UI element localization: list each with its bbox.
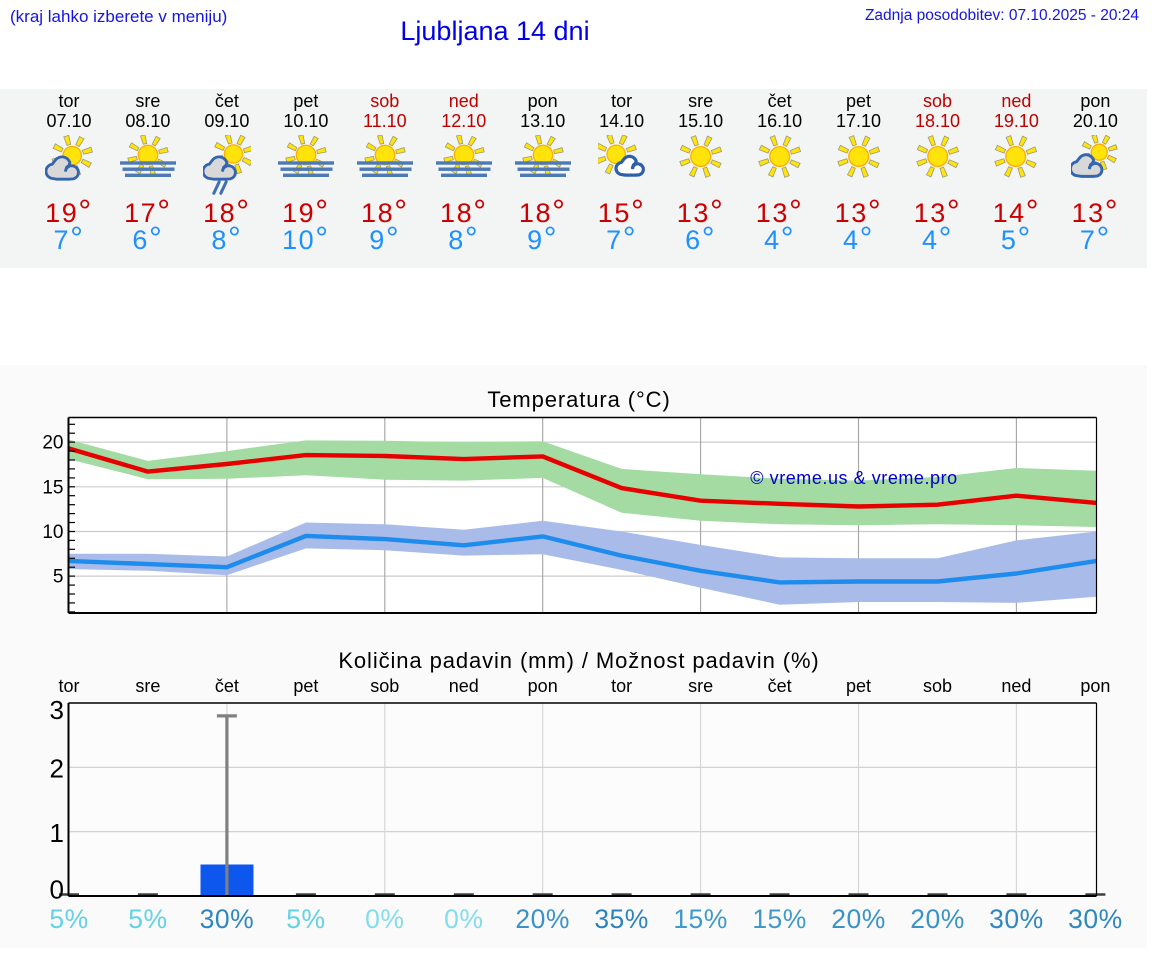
svg-text:pon: pon [528, 676, 558, 696]
svg-text:10: 10 [42, 522, 63, 543]
svg-text:3: 3 [50, 695, 64, 725]
svg-text:2: 2 [50, 753, 64, 783]
svg-text:sob: sob [923, 676, 952, 696]
svg-text:5%: 5% [128, 904, 167, 934]
svg-text:čet: čet [768, 676, 792, 696]
svg-text:ned: ned [449, 676, 479, 696]
svg-text:Temperatura (°C): Temperatura (°C) [487, 387, 670, 412]
svg-text:Količina padavin (mm) / Možnos: Količina padavin (mm) / Možnost padavin … [338, 648, 819, 673]
svg-text:sob: sob [370, 676, 399, 696]
svg-text:čet: čet [215, 676, 239, 696]
svg-text:15: 15 [42, 477, 63, 498]
svg-text:15%: 15% [752, 904, 807, 934]
svg-text:0: 0 [50, 874, 64, 904]
svg-text:30%: 30% [1068, 904, 1123, 934]
svg-text:pet: pet [293, 676, 318, 696]
svg-text:15%: 15% [673, 904, 728, 934]
svg-text:pet: pet [846, 676, 871, 696]
svg-text:0%: 0% [444, 904, 483, 934]
svg-text:© vreme.us & vreme.pro: © vreme.us & vreme.pro [750, 468, 957, 488]
svg-text:5%: 5% [49, 904, 88, 934]
svg-text:pon: pon [1080, 676, 1110, 696]
svg-text:0%: 0% [365, 904, 404, 934]
svg-text:20%: 20% [831, 904, 886, 934]
svg-text:ned: ned [1001, 676, 1031, 696]
svg-text:tor: tor [611, 676, 632, 696]
svg-text:20%: 20% [910, 904, 965, 934]
svg-text:20: 20 [42, 433, 63, 454]
svg-text:sre: sre [135, 676, 160, 696]
svg-text:30%: 30% [989, 904, 1044, 934]
svg-text:5: 5 [53, 567, 64, 588]
svg-text:5%: 5% [286, 904, 325, 934]
svg-text:35%: 35% [594, 904, 649, 934]
svg-text:sre: sre [688, 676, 713, 696]
svg-text:30%: 30% [200, 904, 255, 934]
svg-text:tor: tor [58, 676, 79, 696]
svg-text:20%: 20% [515, 904, 570, 934]
svg-text:1: 1 [50, 818, 64, 848]
